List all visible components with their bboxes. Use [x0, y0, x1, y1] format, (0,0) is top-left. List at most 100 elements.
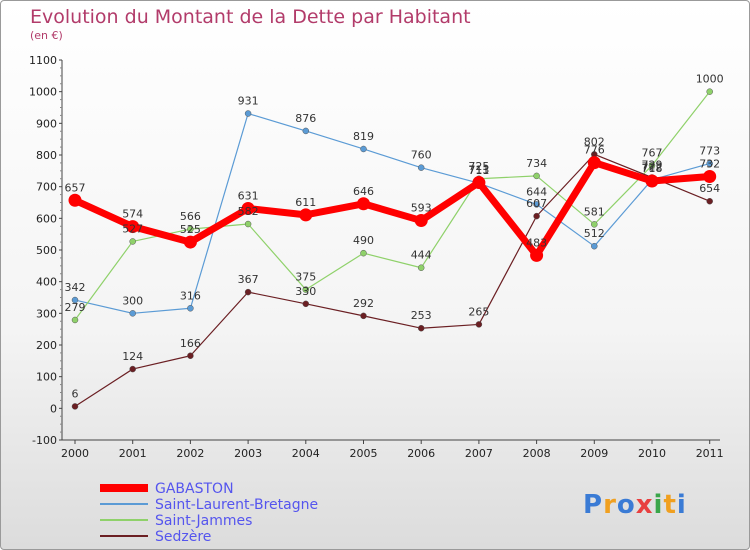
- data-point: [417, 164, 425, 171]
- logo-letter: t: [663, 490, 677, 520]
- data-label: 876: [295, 112, 316, 125]
- data-point: [472, 176, 486, 190]
- data-label: 124: [122, 350, 143, 363]
- data-point: [360, 249, 367, 257]
- data-point: [244, 288, 252, 296]
- data-label: 718: [642, 162, 663, 175]
- data-label: 611: [295, 196, 316, 209]
- data-label: 279: [65, 301, 86, 314]
- data-label: 760: [411, 149, 432, 162]
- data-point: [68, 193, 82, 207]
- logo-letter: o: [616, 490, 636, 520]
- data-point: [244, 110, 252, 117]
- data-point: [703, 170, 717, 184]
- x-tick-label: 2004: [292, 447, 320, 460]
- series-line-saint-laurent-bretagne: [74, 112, 710, 314]
- data-label: 725: [468, 160, 489, 173]
- unit-label: (en €): [30, 29, 63, 42]
- data-label: 767: [642, 146, 663, 159]
- data-point: [530, 248, 544, 262]
- data-point: [533, 201, 540, 208]
- data-label: 483: [526, 236, 547, 249]
- data-point: [129, 310, 136, 317]
- y-tick-label: 600: [36, 212, 57, 225]
- legend-label: Saint-Laurent-Bretagne: [155, 497, 318, 513]
- data-label: 644: [526, 185, 547, 198]
- data-point: [71, 403, 79, 410]
- y-tick-label: 400: [36, 276, 57, 289]
- data-point: [129, 365, 136, 373]
- data-point: [706, 197, 713, 205]
- series-line-saint-jammes: [74, 91, 711, 321]
- y-tick-label: -100: [32, 434, 57, 447]
- data-label: 490: [353, 234, 374, 247]
- data-label: 802: [584, 135, 605, 148]
- x-tick-label: 2011: [696, 447, 724, 460]
- data-label: 300: [122, 294, 143, 307]
- chart-title: Evolution du Montant de la Dette par Hab…: [30, 6, 471, 28]
- logo-letter: r: [603, 490, 617, 520]
- y-tick-label: 500: [36, 244, 57, 257]
- data-label: 711: [468, 164, 489, 177]
- data-point: [706, 160, 713, 167]
- data-label: 527: [122, 222, 143, 235]
- y-tick-label: 200: [36, 339, 57, 352]
- data-point: [533, 212, 540, 220]
- y-tick-label: 100: [36, 371, 57, 384]
- data-label: 581: [584, 205, 605, 218]
- data-point: [475, 321, 483, 328]
- data-label: 646: [353, 185, 374, 198]
- data-label: 525: [180, 223, 201, 236]
- data-label: 375: [295, 271, 316, 284]
- x-tick-label: 2006: [407, 447, 435, 460]
- data-label: 330: [295, 285, 316, 298]
- x-tick-label: 2003: [234, 447, 262, 460]
- data-label: 582: [238, 205, 259, 218]
- data-label: 166: [180, 337, 201, 350]
- proxiti-logo: Proxiti: [583, 490, 687, 520]
- data-point: [71, 316, 79, 324]
- x-tick-label: 2008: [523, 447, 551, 460]
- data-point: [360, 312, 367, 320]
- data-point: [587, 156, 601, 170]
- data-label: 342: [65, 281, 86, 294]
- data-label: 654: [699, 182, 720, 195]
- data-label: 657: [65, 181, 86, 194]
- data-label: 512: [584, 227, 605, 240]
- y-tick-label: 1100: [29, 54, 57, 67]
- data-point: [187, 305, 194, 312]
- data-label: 732: [699, 158, 720, 171]
- data-label: 265: [468, 305, 489, 318]
- data-point: [357, 197, 370, 211]
- data-point: [591, 221, 598, 228]
- data-point: [129, 238, 136, 245]
- data-point: [302, 300, 310, 308]
- y-tick-label: 800: [36, 149, 57, 162]
- data-label: 931: [238, 95, 259, 108]
- series-line-gabaston: [73, 159, 710, 259]
- data-label: 316: [180, 289, 201, 302]
- legend-label: GABASTON: [155, 481, 234, 497]
- data-point: [299, 208, 313, 222]
- y-tick-label: 700: [36, 181, 57, 194]
- data-label: 722: [642, 161, 663, 174]
- series-line-sedz-re: [74, 153, 710, 407]
- logo-letter: i: [653, 490, 664, 520]
- data-point: [645, 174, 659, 188]
- data-point: [302, 127, 310, 135]
- x-tick-label: 2005: [350, 447, 378, 460]
- data-label: 444: [411, 249, 432, 262]
- data-point: [302, 286, 310, 293]
- data-label: 734: [526, 157, 547, 170]
- data-point: [414, 214, 428, 228]
- x-tick-label: 2007: [465, 447, 493, 460]
- data-label: 607: [526, 197, 547, 210]
- x-tick-label: 2010: [638, 447, 666, 460]
- data-label: 713: [468, 164, 489, 177]
- legend-label: Saint-Jammes: [155, 513, 252, 529]
- data-point: [71, 296, 79, 304]
- data-point: [706, 88, 713, 95]
- x-tick-label: 2002: [176, 447, 204, 460]
